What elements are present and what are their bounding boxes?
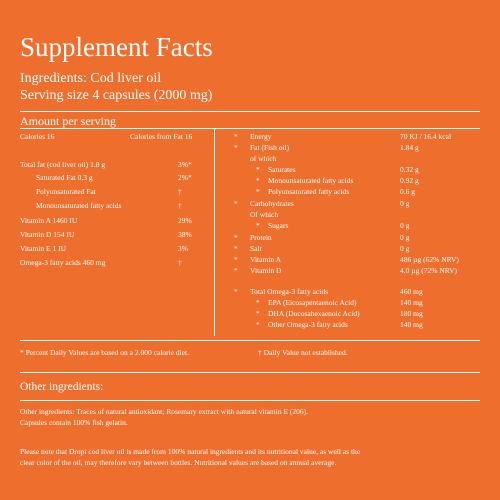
calories: Calories 16	[20, 132, 55, 141]
right-nutrient-value: 0 g	[400, 244, 410, 253]
left-nutrient-label: Saturated Fat 0,3 g	[36, 173, 93, 182]
calories-from-fat: Calories from Fat 16	[130, 132, 193, 141]
right-nutrient-value: 70 KJ / 16.4 kcal	[400, 132, 452, 141]
divider-amount	[20, 128, 480, 129]
left-nutrient-label: Total fat (cod liver oil) 1.8 g	[20, 160, 106, 169]
asterisk-marker: *	[234, 132, 238, 141]
column-divider	[214, 128, 215, 336]
sub-asterisk-marker: *	[256, 187, 260, 196]
asterisk-marker: *	[234, 199, 238, 208]
right-nutrient-label: Vitamin A	[250, 255, 282, 264]
left-nutrient-percent: 3%*	[178, 160, 192, 169]
asterisk-marker: *	[234, 143, 238, 152]
left-nutrient-percent: 29%	[178, 216, 192, 225]
right-nutrient-label: EPA (Eicosapentaenoic Acid)	[268, 298, 357, 307]
left-nutrient-percent: 2%*	[178, 173, 192, 182]
right-nutrient-label: Total Omega-3 fatty acids	[250, 287, 328, 296]
divider-other	[20, 372, 480, 373]
right-nutrient-label: Polyunsaturated fatty acids	[268, 187, 350, 196]
divider-table-bottom	[20, 340, 480, 341]
right-nutrient-label: DHA (Docosahexaenoic Acid)	[268, 309, 360, 318]
right-nutrient-label: Carbohydrates	[250, 199, 294, 208]
right-nutrient-label: Of which	[250, 210, 279, 219]
note-line-2: clear color of the oil, may therefore va…	[20, 458, 337, 467]
other-ingredients-title: Other ingredients:	[20, 381, 104, 393]
left-nutrient-percent: 38%	[178, 230, 192, 239]
other-ingredients-text: Other ingredients: Traces of natural ant…	[20, 407, 309, 416]
left-nutrient-percent: †	[178, 258, 182, 267]
left-nutrient-label: Vitamin A 1460 IU	[20, 216, 78, 225]
left-nutrient-percent: 3%	[178, 244, 188, 253]
divider-top	[20, 111, 480, 112]
right-nutrient-value: 140 mg	[400, 320, 423, 329]
right-nutrient-label: Other Omega-3 fatty acids	[268, 320, 348, 329]
right-nutrient-value: 0 g	[400, 233, 410, 242]
sub-asterisk-marker: *	[256, 221, 260, 230]
right-nutrient-label: Vitamin D	[250, 266, 282, 275]
ingredients-line: Ingredients: Cod liver oil	[20, 71, 162, 86]
right-nutrient-value: 4,0 µg (72% NRV)	[400, 266, 458, 275]
footnote-percent-daily: * Percent Daily Values are based on a 2.…	[20, 348, 189, 357]
left-nutrient-label: Monounsaturated fatty acids	[36, 201, 122, 210]
right-nutrient-value: 486 µg (62% NRV)	[400, 255, 459, 264]
right-nutrient-value: 140 mg	[400, 298, 423, 307]
right-nutrient-label: Salt	[250, 244, 262, 253]
sub-asterisk-marker: *	[256, 309, 260, 318]
note-line-1: Please note that Dropi cod liver oil is …	[20, 447, 361, 456]
right-nutrient-label: Fat (Fish oil)	[250, 143, 290, 152]
serving-size-line: Serving size 4 capsules (2000 mg)	[20, 88, 213, 103]
right-nutrient-value: 0.6 g	[400, 187, 415, 196]
asterisk-marker: *	[234, 266, 238, 275]
sub-asterisk-marker: *	[256, 176, 260, 185]
sub-asterisk-marker: *	[256, 320, 260, 329]
right-nutrient-label: Saturates	[268, 165, 296, 174]
sub-asterisk-marker: *	[256, 165, 260, 174]
asterisk-marker: *	[234, 233, 238, 242]
left-nutrient-percent: †	[178, 187, 182, 196]
left-nutrient-label: Vitamin D 154 IU	[20, 230, 75, 239]
right-nutrient-label: Monounsaturated fatty acids	[268, 176, 354, 185]
left-nutrient-percent: †	[178, 201, 182, 210]
right-nutrient-value: 0 g	[400, 199, 410, 208]
right-nutrient-value: 0 g	[400, 221, 410, 230]
footnote-daily-value: † Daily Value not established.	[258, 348, 348, 357]
asterisk-marker: *	[234, 255, 238, 264]
right-nutrient-label: Protein	[250, 233, 272, 242]
left-nutrient-label: Omega-3 fatty acids 460 mg	[20, 258, 106, 267]
right-nutrient-label: Energy	[250, 132, 272, 141]
capsules-text: Capsules contain 100% fish gelatin.	[20, 418, 128, 427]
right-nutrient-label: of which	[250, 154, 277, 163]
page-title: Supplement Facts	[20, 32, 213, 62]
right-nutrient-value: 460 mg	[400, 287, 423, 296]
left-nutrient-label: Polyunsaturated Fat	[36, 187, 96, 196]
right-nutrient-value: 0.32 g	[400, 165, 419, 174]
divider-other-title	[20, 400, 480, 401]
right-nutrient-label: Sugars	[268, 221, 289, 230]
right-nutrient-value: 0.92 g	[400, 176, 419, 185]
asterisk-marker: *	[234, 287, 238, 296]
sub-asterisk-marker: *	[256, 298, 260, 307]
right-nutrient-value: 180 mg	[400, 309, 423, 318]
amount-per-serving-label: Amount per serving	[20, 114, 116, 128]
right-nutrient-value: 1.84 g	[400, 143, 419, 152]
asterisk-marker: *	[234, 244, 238, 253]
left-nutrient-label: Vitamin E 1 IU	[20, 244, 66, 253]
